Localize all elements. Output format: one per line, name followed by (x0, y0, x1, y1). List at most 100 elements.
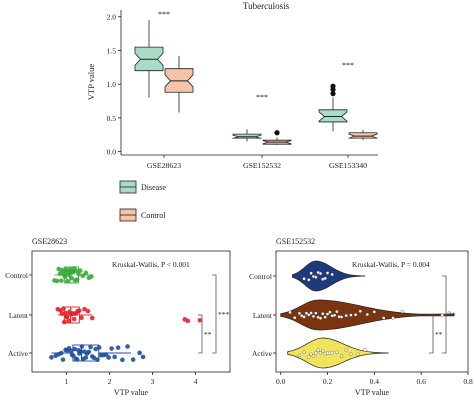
panel-b-point-active (93, 346, 99, 352)
panel-c-point-latent (349, 313, 353, 317)
panel-a-y-tick-label: 0.5 (107, 114, 117, 123)
panel-c-title: GSE152532 (276, 237, 315, 246)
panel-b-point-active (109, 346, 114, 351)
panel-b-point-active (74, 357, 80, 362)
panel-c-point-latent (365, 312, 369, 317)
panel-c-point-control (330, 272, 334, 277)
panel-c-point-latent (318, 316, 323, 320)
panel-b-y-tick-label: Control (5, 271, 28, 280)
panel-c-point-active (311, 354, 316, 358)
panel-b-point-active (68, 348, 74, 354)
panel-c-point-active (363, 348, 367, 352)
panel-b-point-control (54, 278, 60, 284)
panel-a-x-tick-label: GSE152532 (243, 161, 281, 170)
panel-b-point-control (62, 274, 68, 280)
panel-c-point-active (339, 354, 344, 358)
panel-b-point-control (64, 278, 70, 284)
panel-b-point-active (49, 355, 54, 360)
panel-b-point-latent (82, 306, 87, 312)
panel-b-point-active (112, 354, 117, 360)
panel-c-frame (275, 250, 469, 373)
panel-c-point-control (323, 276, 327, 281)
panel-b-point-active (95, 357, 100, 362)
panel-c-point-latent (328, 310, 332, 314)
panel-c-point-latent (288, 310, 292, 314)
panel-c-bracket-label: ** (448, 311, 456, 320)
panel-a-outlier-point (330, 83, 336, 89)
panel-c-x-tick-label: 0.6 (416, 377, 426, 386)
panel-b-point-active (72, 346, 77, 352)
panel-c-violin-control (292, 260, 366, 292)
panel-c-point-latent (353, 313, 358, 317)
panel-c-point-active (356, 352, 360, 356)
panel-b-point-active (96, 345, 102, 350)
panel-c-point-active (318, 351, 323, 355)
panel-c-point-latent (321, 312, 325, 316)
panel-b-frame (31, 250, 231, 373)
panel-b-point-active (88, 344, 93, 350)
panel-b-point-latent (197, 317, 203, 323)
panel-c-point-latent (293, 316, 297, 320)
panel-c-x-tick-label: 0.0 (276, 377, 286, 386)
panel-a-x-tick-label: GSE28623 (147, 161, 181, 170)
panel-c-point-latent (440, 313, 444, 317)
panel-b-bracket (198, 314, 203, 354)
panel-b-point-latent (64, 314, 70, 319)
panel-a-y-tick-label: 1.5 (107, 46, 117, 55)
panel-c-point-active (297, 353, 302, 357)
panel-a-ylabel: VTP value (86, 64, 96, 101)
panel-b-point-active (86, 349, 92, 355)
panel-c-point-control (325, 271, 330, 275)
panel-b-point-latent (77, 308, 82, 313)
panel-c-point-latent (339, 315, 344, 319)
panel-c-point-latent (382, 316, 386, 320)
panel-b-point-active (71, 353, 76, 358)
panel-c-point-latent (447, 311, 451, 315)
panel-c-xlabel: VTP value (355, 388, 390, 397)
panel-c-point-latent (314, 311, 318, 315)
panel-c-point-latent (325, 312, 330, 316)
panel-b-bracket-label: ** (204, 330, 212, 339)
panel-c-x-tick-label: 0.4 (370, 377, 380, 386)
panel-b-point-control (58, 278, 64, 283)
panel-b-point-active (60, 357, 66, 362)
panel-c-point-control (307, 278, 311, 282)
panel-c-x-tick-label: 0.8 (463, 377, 473, 386)
panel-c-point-control (314, 275, 318, 279)
panel-a-legend-label: Disease (141, 183, 166, 192)
panel-b-title: GSE28623 (32, 237, 67, 246)
panel-b-point-latent (61, 306, 66, 311)
panel-a-outlier-point (274, 130, 280, 136)
panel-c-point-active (344, 348, 348, 352)
panel-b-point-latent (89, 315, 95, 321)
panel-c-point-latent (309, 311, 313, 315)
panel-b-point-control (80, 273, 86, 279)
panel-c-point-latent (311, 314, 316, 319)
panel-b-point-latent (59, 311, 65, 316)
panel-c-point-latent (344, 313, 348, 318)
panel-c-point-latent (332, 313, 337, 317)
panel-c-point-control (302, 277, 306, 281)
panel-c-point-latent (307, 313, 311, 317)
panel-a-legend-label: Control (141, 211, 166, 220)
panel-b-point-control (83, 270, 89, 276)
panel-a-x-tick-label: GSE153340 (329, 161, 367, 170)
panel-c-point-latent (323, 315, 327, 319)
panel-a-box-disease (318, 109, 348, 123)
panel-c-point-latent (304, 311, 309, 315)
panel-a-significance-label: *** (342, 61, 354, 70)
panel-c-point-active (302, 350, 306, 354)
panel-b-point-active (91, 355, 97, 361)
panel-b-point-active (115, 345, 121, 350)
panel-c-point-latent (400, 309, 405, 314)
panel-b-point-latent (66, 318, 71, 323)
panel-a-significance-label: *** (256, 93, 268, 102)
panel-b-point-active (106, 355, 111, 360)
panel-c-point-latent (302, 315, 306, 319)
panel-b-point-control (77, 268, 83, 273)
panel-c-x-tick-label: 0.2 (323, 377, 333, 386)
panel-b-point-latent (185, 318, 191, 324)
panel-b-bracket (212, 274, 217, 354)
panel-a-box-disease (232, 133, 262, 139)
panel-a-y-tick-label: 1.0 (107, 80, 117, 89)
